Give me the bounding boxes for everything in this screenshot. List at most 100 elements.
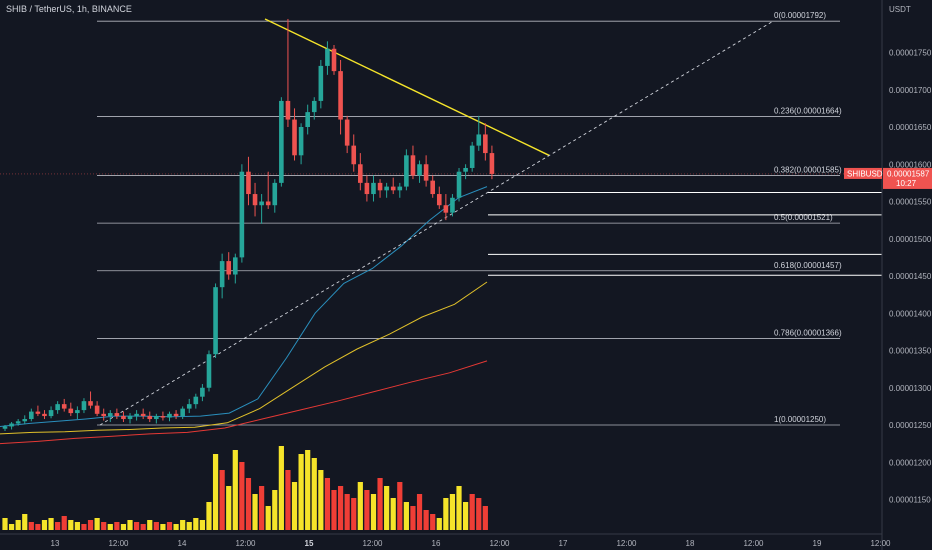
volume-bar xyxy=(74,522,80,530)
volume-bar xyxy=(430,514,436,530)
x-tick-label: 12:00 xyxy=(108,539,129,548)
candle-body xyxy=(9,423,14,427)
candle-body xyxy=(397,186,403,191)
volume-bar xyxy=(285,470,291,530)
fib-level-label: 0.786(0.00001366) xyxy=(774,329,842,338)
volume-bar xyxy=(416,494,423,530)
current-price-tag xyxy=(883,167,932,189)
candle-body xyxy=(154,416,159,420)
volume-bar xyxy=(232,450,238,530)
candle-body xyxy=(417,164,422,176)
volume-bar xyxy=(278,446,284,530)
candle-body xyxy=(35,411,41,414)
candle-body xyxy=(443,205,449,213)
volume-bar xyxy=(120,524,127,530)
volume-bar xyxy=(377,478,383,530)
candle-body xyxy=(114,413,120,417)
candle-body xyxy=(48,410,54,417)
candle-body xyxy=(206,354,212,388)
volume-bar xyxy=(311,458,317,530)
x-tick-label: 18 xyxy=(686,539,695,548)
volume-bar xyxy=(403,502,409,530)
chart-title: SHIB / TetherUS, 1h, BINANCE xyxy=(6,4,132,14)
candle-body xyxy=(489,153,495,174)
volume-bar xyxy=(259,486,265,530)
volume-bar xyxy=(68,520,74,530)
volume-bar xyxy=(351,498,357,530)
candle-body xyxy=(423,164,429,181)
candle-body xyxy=(371,182,376,195)
volume-bar xyxy=(134,522,140,530)
candle-body xyxy=(410,155,416,176)
candle-body xyxy=(219,261,225,288)
fib-level-label: 0.618(0.00001457) xyxy=(774,261,842,270)
volume-bar xyxy=(28,522,34,530)
volume-bar xyxy=(186,522,192,530)
candle-body xyxy=(193,396,199,405)
volume-bar xyxy=(101,522,107,530)
volume-bar xyxy=(48,518,54,530)
volume-bar xyxy=(153,522,159,530)
y-tick-label: 0.00001500 xyxy=(889,235,932,244)
candle-body xyxy=(75,410,80,414)
candle-body xyxy=(107,413,113,417)
candle-body xyxy=(134,413,139,417)
volume-bar xyxy=(35,524,41,530)
price-axis-unit: USDT xyxy=(889,5,911,14)
volume-bar xyxy=(226,486,232,530)
volume-bar xyxy=(2,518,8,530)
x-tick-label: 12:00 xyxy=(362,539,383,548)
volume-bar xyxy=(173,524,179,530)
volume-bar xyxy=(476,498,482,530)
volume-bar xyxy=(469,494,475,530)
time-axis-bg[interactable] xyxy=(0,534,932,550)
x-tick-label: 13 xyxy=(51,539,60,548)
volume-bar xyxy=(291,482,298,530)
candle-body xyxy=(384,186,389,191)
y-tick-label: 0.00001400 xyxy=(889,309,932,318)
x-tick-label: 12:00 xyxy=(489,539,510,548)
volume-bar xyxy=(344,494,350,530)
volume-bar xyxy=(482,506,488,530)
x-tick-label: 12:00 xyxy=(616,539,637,548)
volume-bar xyxy=(423,510,429,530)
candle-body xyxy=(404,155,409,187)
volume-bar xyxy=(55,522,61,530)
candle-body xyxy=(186,404,192,409)
fib-layer: 0(0.00001792) 0.236(0.00001664) 0.382(0.00… xyxy=(0,11,882,426)
volume-bar xyxy=(331,490,337,530)
x-tick-label: 16 xyxy=(432,539,441,548)
volume-bar xyxy=(180,520,186,530)
candle-body xyxy=(285,100,291,120)
volume-bar xyxy=(436,518,442,530)
volume-bar xyxy=(318,470,324,530)
candle-body xyxy=(279,100,284,183)
candle-body xyxy=(15,421,21,424)
candle-body xyxy=(259,201,264,206)
candle-body xyxy=(160,416,166,418)
fib-level-label: 0.236(0.00001664) xyxy=(774,107,842,116)
candle-body xyxy=(94,405,100,414)
volume-bar xyxy=(272,490,278,530)
volume-bar xyxy=(337,486,344,530)
candle-body xyxy=(456,171,462,198)
candle-body xyxy=(180,408,185,417)
candle-body xyxy=(311,100,317,113)
volume-bar xyxy=(87,520,94,530)
symbol-tag xyxy=(844,167,882,179)
volume-bar xyxy=(298,454,304,530)
candle-body xyxy=(246,171,251,195)
volume-bar xyxy=(114,522,120,530)
volume-bar xyxy=(305,450,311,530)
candle-body xyxy=(377,182,383,191)
volume-bar xyxy=(463,502,469,530)
volume-bar xyxy=(41,520,48,530)
price-axis-bg[interactable] xyxy=(882,0,932,550)
volume-bar xyxy=(199,520,205,530)
volume-bar xyxy=(390,498,396,530)
y-tick-label: 0.00001450 xyxy=(889,272,932,281)
trend-layer xyxy=(99,18,774,426)
candle-body xyxy=(358,164,363,183)
candle-body xyxy=(436,194,442,206)
